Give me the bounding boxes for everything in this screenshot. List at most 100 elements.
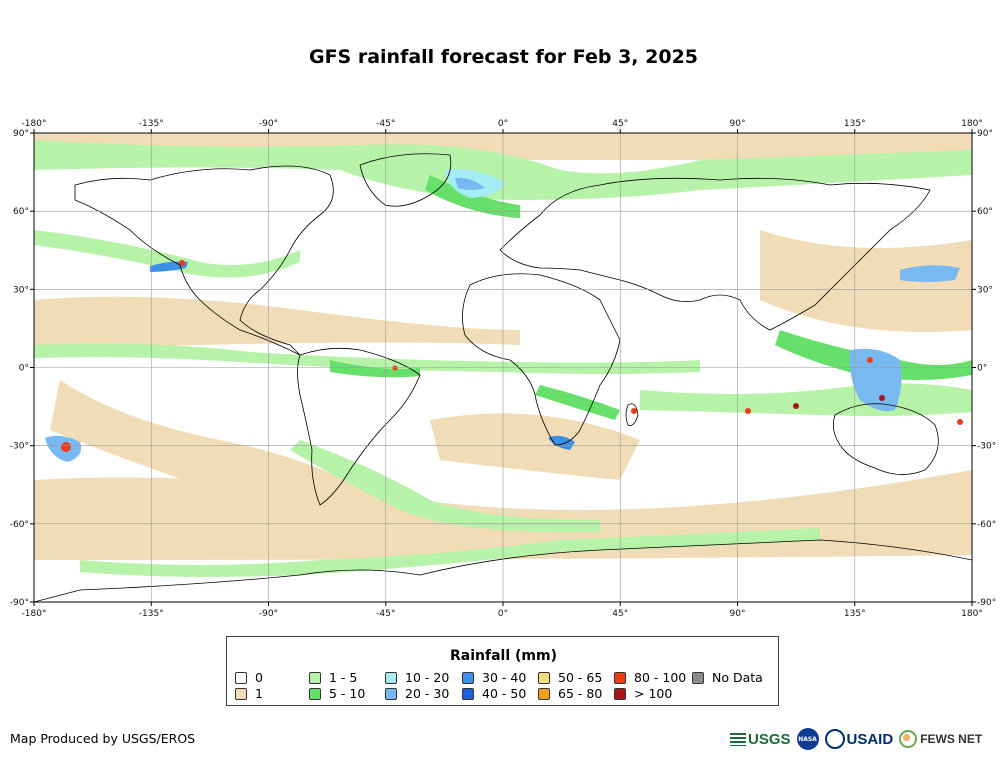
left-latitude-label: -90° [10, 598, 29, 608]
madagascar-peak [631, 408, 637, 414]
legend-label: 1 - 5 [329, 670, 358, 685]
north-pacific-band [34, 230, 300, 278]
legend-item: 10 - 20 [385, 670, 449, 685]
southern-africa-core [548, 435, 575, 450]
top-longitude-label: -180° [22, 119, 47, 129]
legend-item: 30 - 40 [462, 670, 526, 685]
top-longitude-label: 90° [730, 119, 746, 129]
legend-label: 65 - 80 [558, 686, 603, 701]
legend-swatch [614, 687, 626, 700]
left-latitude-label: -60° [10, 520, 29, 530]
left-latitude-label: 0° [19, 364, 29, 374]
south-atlantic-light-rain [430, 413, 640, 480]
axis-ticks: -180° -180° -135° -135° -90° -90° -45° -45° 0° 0°… [10, 119, 996, 619]
coral-sea-peak [957, 419, 963, 425]
left-latitude-label: -30° [10, 442, 29, 452]
legend-swatch [538, 687, 550, 700]
nasa-logo: NASA [796, 728, 819, 750]
south-atlantic-band [290, 440, 600, 533]
legend-item: 1 [235, 686, 263, 701]
top-longitude-label: -135° [139, 119, 164, 129]
legend-item: 1 - 5 [309, 670, 357, 685]
top-longitude-label: -45° [376, 119, 395, 129]
indian-ocean-peak-2 [793, 403, 799, 409]
legend-label: 30 - 40 [482, 670, 527, 685]
right-latitude-label: -90° [977, 598, 996, 608]
north-america-outline [74, 165, 334, 356]
right-latitude-label: 0° [977, 364, 987, 374]
indonesia-heavy-rain [849, 348, 902, 412]
bottom-longitude-label: 90° [730, 609, 746, 619]
right-latitude-label: 30° [977, 285, 993, 295]
legend-item: 65 - 80 [538, 686, 602, 701]
right-latitude-label: 60° [977, 207, 993, 217]
pacific-northwest-peak [179, 260, 185, 266]
left-latitude-label: 60° [13, 207, 29, 217]
legend-swatch [385, 687, 397, 700]
usgs-lines-icon [730, 732, 746, 746]
bottom-longitude-label: -45° [376, 609, 395, 619]
usaid-logo: USAID [824, 729, 893, 749]
south-pacific-storm-peak [61, 442, 71, 452]
antarctic-coast-band [80, 528, 820, 577]
legend-swatch [692, 671, 704, 684]
legend-swatch [462, 671, 474, 684]
bottom-longitude-label: -135° [139, 609, 164, 619]
indian-ocean-peak-1 [745, 408, 751, 414]
map-credit: Map Produced by USGS/EROS [10, 731, 196, 746]
indonesia-peak-1 [867, 357, 873, 363]
europe-asia-outline [499, 177, 931, 331]
legend-label: 50 - 65 [558, 670, 603, 685]
tropical-light-rain-band [34, 296, 520, 348]
legend-swatch [462, 687, 474, 700]
legend-label: > 100 [634, 686, 673, 701]
legend-label: 1 [255, 686, 263, 701]
bottom-longitude-label: -180° [22, 609, 47, 619]
legend-swatch [309, 671, 321, 684]
fews-globe-icon [899, 730, 918, 748]
greenland-sea-core [455, 177, 485, 190]
rainfall-map: -180° -180° -135° -135° -90° -90° -45° -45° 0° 0°… [10, 119, 996, 619]
logos: USGS NASA USAID FEWS NET [730, 725, 1000, 753]
legend-swatch [235, 687, 247, 700]
legend-swatch [614, 671, 626, 684]
legend-item: 20 - 30 [385, 686, 449, 701]
central-africa-rain [535, 385, 620, 420]
legend-swatch [385, 671, 397, 684]
legend-label: No Data [712, 670, 763, 685]
coastlines [33, 153, 973, 603]
top-longitude-label: 0° [498, 119, 508, 129]
legend-label: 5 - 10 [329, 686, 366, 701]
amazon-rain [330, 360, 420, 378]
top-longitude-label: 135° [844, 119, 866, 129]
indonesia-peak-2 [879, 395, 885, 401]
top-longitude-label: 180° [961, 119, 983, 129]
greenland-outline [359, 153, 452, 207]
left-latitude-label: 30° [13, 285, 29, 295]
south-america-outline [297, 347, 421, 506]
legend-item: 40 - 50 [462, 686, 526, 701]
graticule [33, 132, 973, 603]
legend-label: 40 - 50 [482, 686, 527, 701]
top-longitude-label: 45° [612, 119, 628, 129]
itcz-rain-band [34, 343, 700, 374]
bottom-longitude-label: 135° [844, 609, 866, 619]
right-latitude-label: -30° [977, 442, 996, 452]
northwest-pacific-storm [900, 265, 960, 282]
bottom-longitude-label: 45° [612, 609, 628, 619]
right-latitude-label: 90° [977, 129, 993, 139]
right-latitude-label: -60° [977, 520, 996, 530]
legend-label: 10 - 20 [405, 670, 450, 685]
legend-swatch [235, 671, 247, 684]
usgs-logo: USGS [730, 731, 791, 748]
fews-net-logo: FEWS NET [899, 730, 982, 748]
bottom-longitude-label: -90° [259, 609, 278, 619]
legend-item: 5 - 10 [309, 686, 365, 701]
legend-item: > 100 [614, 686, 672, 701]
legend-label: 80 - 100 [634, 670, 687, 685]
bottom-longitude-label: 0° [498, 609, 508, 619]
south-pacific-light-rain [50, 380, 380, 520]
legend-swatch [538, 671, 550, 684]
legend-title: Rainfall (mm) [450, 648, 557, 664]
